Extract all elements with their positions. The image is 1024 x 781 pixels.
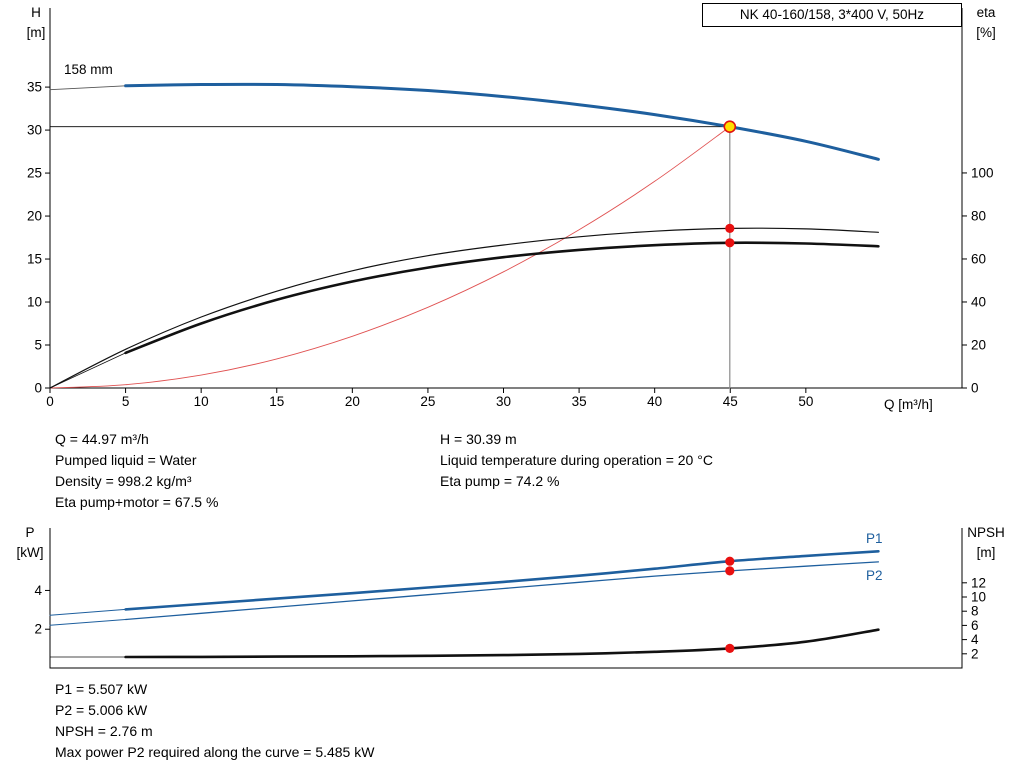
svg-text:60: 60 [971, 251, 986, 266]
svg-text:2: 2 [34, 622, 42, 637]
svg-text:10: 10 [27, 295, 42, 310]
eta-axis-unit: [%] [976, 25, 996, 40]
info-line: Eta pump = 74.2 % [440, 473, 560, 489]
duty-info-right: H = 30.39 m Liquid temperature during op… [440, 429, 713, 492]
p-axis-label: P [kW] [6, 523, 54, 563]
info-line: Max power P2 required along the curve = … [55, 744, 375, 760]
duty-info-left: Q = 44.97 m³/h Pumped liquid = Water Den… [55, 429, 218, 513]
svg-text:8: 8 [971, 604, 979, 619]
svg-text:30: 30 [496, 394, 511, 409]
svg-text:4: 4 [34, 583, 42, 598]
svg-text:20: 20 [971, 337, 986, 352]
impeller-size-label: 158 mm [64, 62, 113, 77]
svg-text:20: 20 [345, 394, 360, 409]
svg-text:12: 12 [971, 575, 986, 590]
svg-text:30: 30 [27, 123, 42, 138]
npsh-axis-symbol: NPSH [967, 525, 1005, 540]
eta-axis-label: eta [%] [962, 3, 1010, 43]
svg-text:0: 0 [971, 381, 979, 396]
svg-text:100: 100 [971, 165, 994, 180]
info-line: Eta pump+motor = 67.5 % [55, 494, 219, 510]
svg-text:40: 40 [647, 394, 662, 409]
info-line: P2 = 5.006 kW [55, 702, 148, 718]
info-line: Density = 998.2 kg/m³ [55, 473, 192, 489]
npsh-axis-unit: [m] [976, 545, 996, 560]
info-line: Q = 44.97 m³/h [55, 431, 149, 447]
svg-text:20: 20 [27, 209, 42, 224]
info-line: Liquid temperature during operation = 20… [440, 452, 713, 468]
info-line: P1 = 5.507 kW [55, 681, 148, 697]
p2-curve-label: P2 [866, 568, 883, 583]
svg-text:2: 2 [971, 646, 979, 661]
npsh-axis-label: NPSH [m] [958, 523, 1014, 563]
info-line: H = 30.39 m [440, 431, 517, 447]
svg-text:4: 4 [971, 632, 979, 647]
p-axis-unit: [kW] [16, 545, 44, 560]
svg-text:45: 45 [723, 394, 738, 409]
svg-text:10: 10 [971, 590, 986, 605]
h-axis-label: H [m] [14, 3, 58, 43]
svg-text:15: 15 [269, 394, 284, 409]
svg-text:80: 80 [971, 208, 986, 223]
eta-axis-symbol: eta [976, 5, 996, 20]
svg-text:0: 0 [34, 381, 42, 396]
svg-text:5: 5 [122, 394, 130, 409]
svg-text:6: 6 [971, 618, 979, 633]
info-line: Pumped liquid = Water [55, 452, 197, 468]
h-axis-unit: [m] [26, 25, 46, 40]
svg-text:35: 35 [27, 80, 42, 95]
power-info: P1 = 5.507 kW P2 = 5.006 kW NPSH = 2.76 … [55, 679, 374, 763]
p1-curve-label: P1 [866, 531, 883, 546]
svg-text:0: 0 [46, 394, 54, 409]
head-eta-chart[interactable]: 0 5 10 15 20 25 30 35 40 45 50 0 5 10 15 20 25 30 35 0 20 40 6… [27, 8, 994, 409]
svg-text:15: 15 [27, 252, 42, 267]
h-axis-symbol: H [31, 5, 41, 20]
svg-text:10: 10 [194, 394, 209, 409]
svg-text:25: 25 [27, 166, 42, 181]
pump-title-box: NK 40-160/158, 3*400 V, 50Hz [702, 3, 962, 27]
svg-text:35: 35 [572, 394, 587, 409]
p-axis-symbol: P [25, 525, 35, 540]
svg-text:40: 40 [971, 294, 986, 309]
svg-text:5: 5 [34, 338, 42, 353]
svg-text:25: 25 [420, 394, 435, 409]
info-line: NPSH = 2.76 m [55, 723, 153, 739]
svg-text:50: 50 [798, 394, 813, 409]
q-axis-label: Q [m³/h] [884, 397, 933, 412]
